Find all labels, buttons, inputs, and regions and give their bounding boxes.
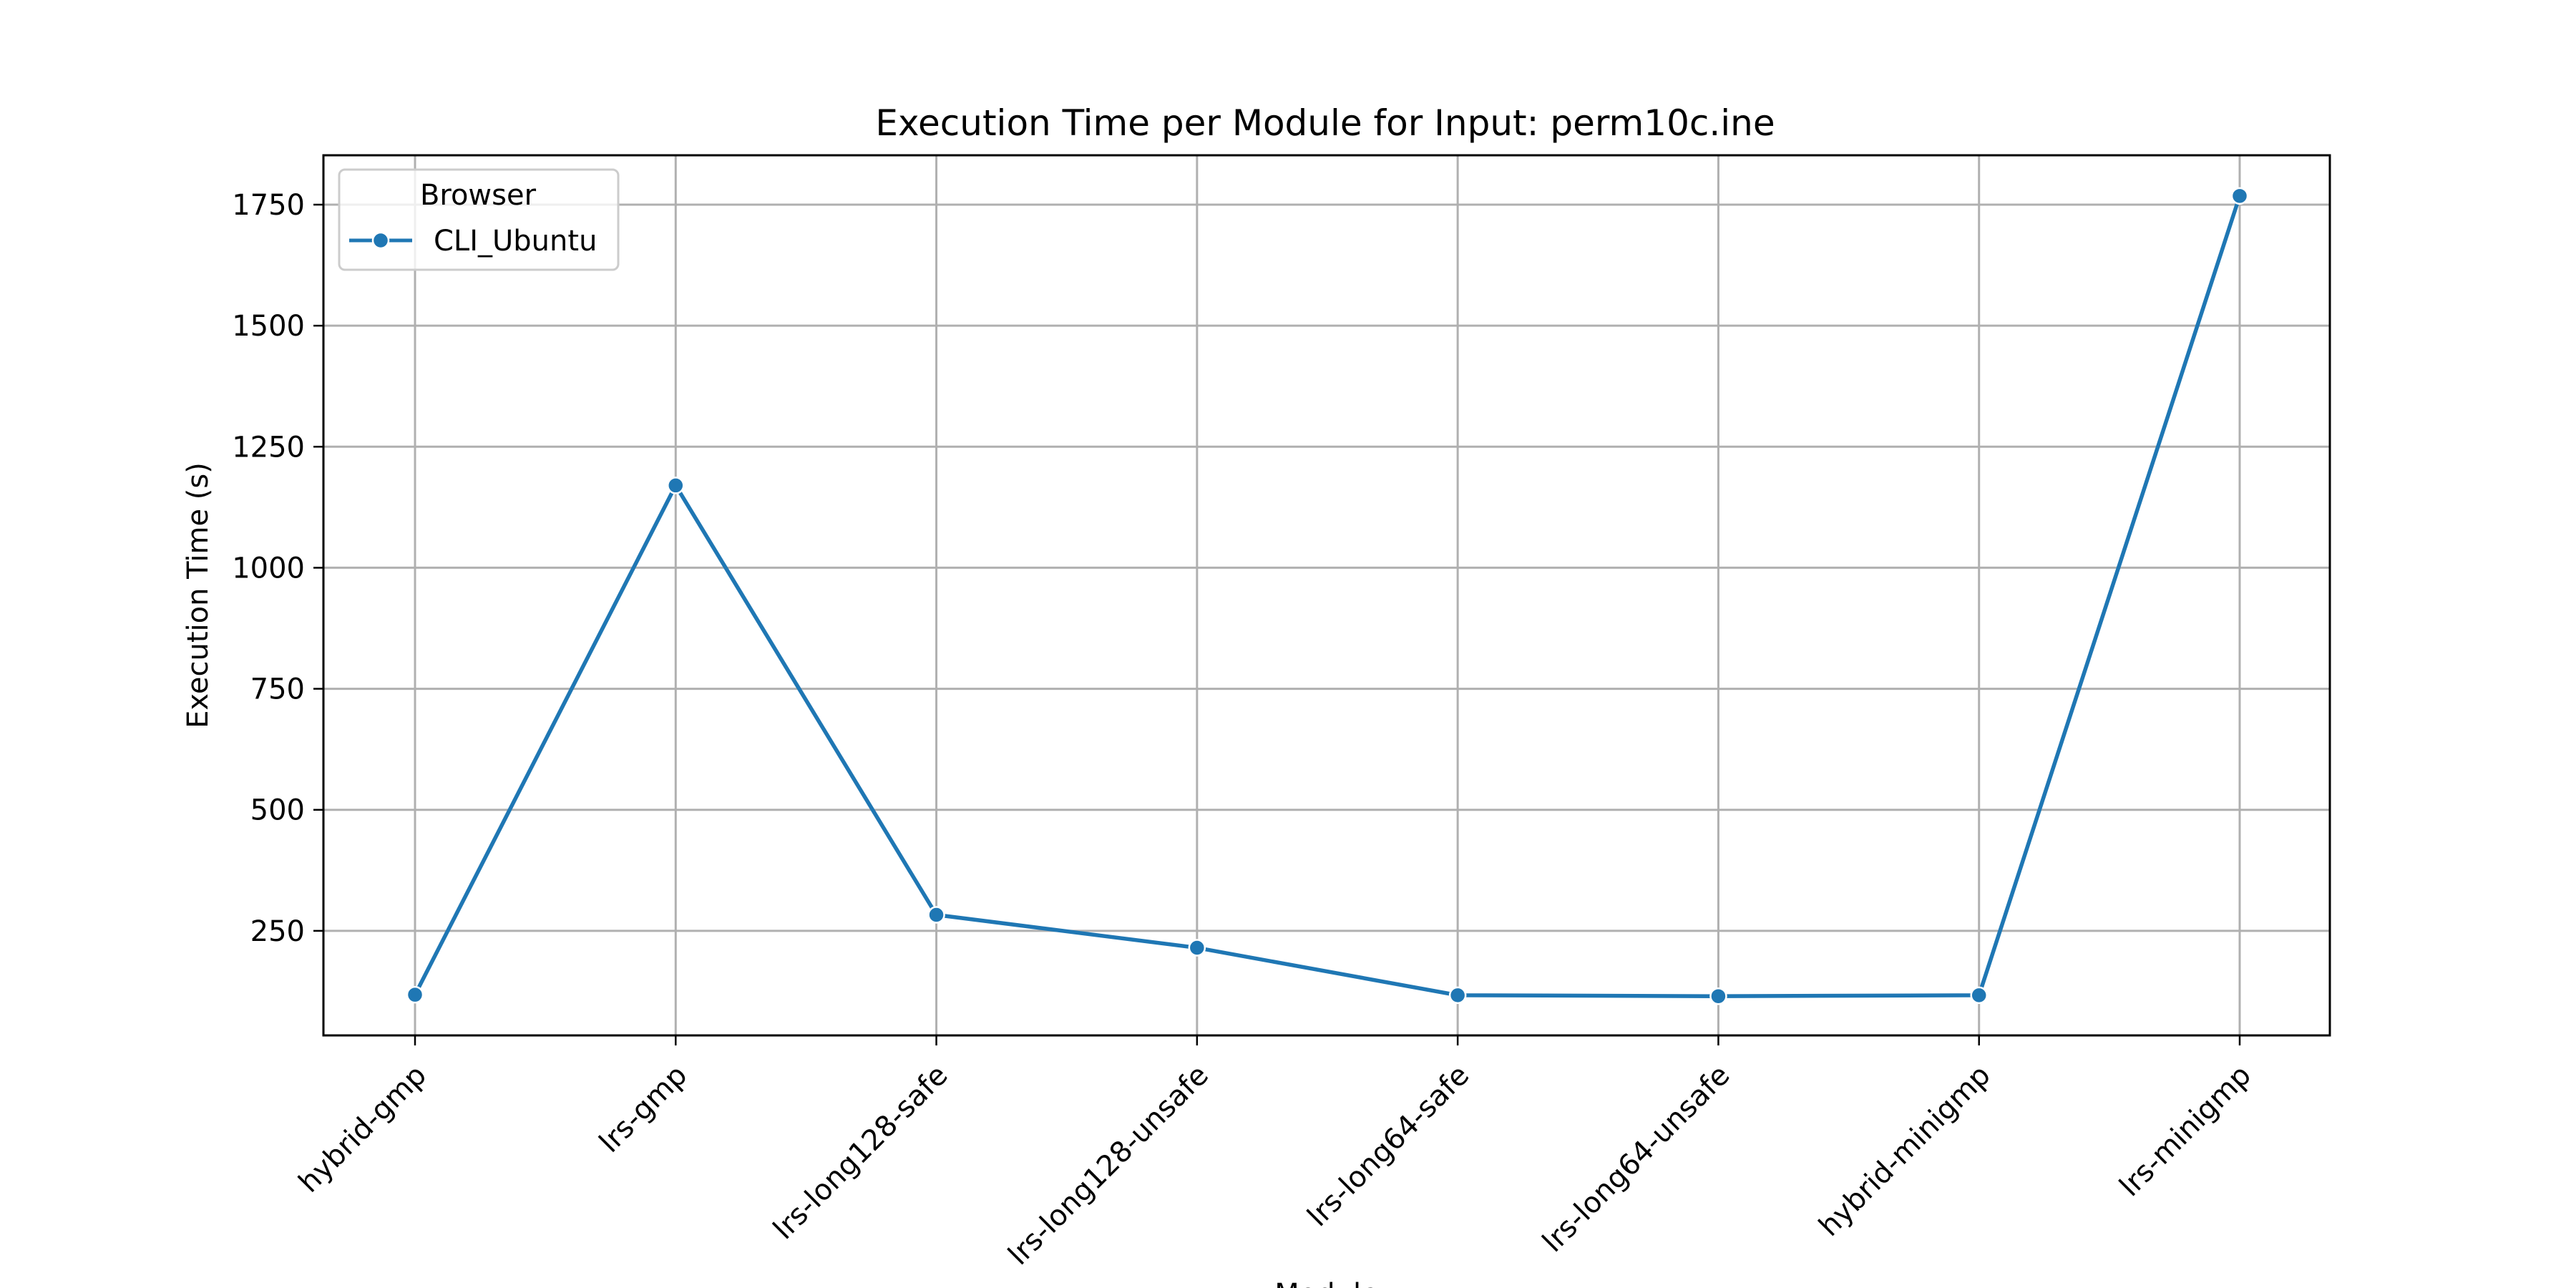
- x-tick-label: lrs-long128-unsafe: [1002, 1059, 1214, 1272]
- x-tick-label: lrs-gmp: [593, 1059, 693, 1159]
- legend-box: [338, 168, 620, 271]
- plot-area-frame: [322, 154, 2331, 1037]
- data-point: [1448, 986, 1467, 1005]
- x-tick-label: lrs-long64-safe: [1302, 1059, 1476, 1234]
- series-layer: [406, 187, 2249, 1005]
- x-tick-label: hybrid-minigmp: [1813, 1059, 1996, 1243]
- x-tick-label: hybrid-gmp: [293, 1059, 433, 1199]
- data-point: [1188, 939, 1206, 957]
- y-tick-label: 250: [250, 915, 305, 948]
- y-tick-label: 500: [250, 794, 305, 827]
- data-point: [1709, 987, 1727, 1005]
- y-tick-label: 1250: [232, 431, 305, 464]
- x-axis-label: Module: [1274, 1278, 1378, 1288]
- axis-ticks: hybrid-gmp lrs-gmp lrs-long128-safe lrs-lon…: [232, 189, 2258, 1272]
- data-point: [1970, 986, 1988, 1005]
- data-point: [2230, 187, 2249, 205]
- y-axis-label: Execution Time (s): [182, 462, 215, 728]
- legend-marker: [371, 231, 390, 250]
- data-point: [406, 985, 424, 1004]
- x-tick-label: lrs-long128-safe: [767, 1059, 955, 1246]
- legend-title: Browser: [420, 179, 537, 212]
- series-line: [413, 195, 2242, 998]
- x-tick-label: lrs-long64-unsafe: [1536, 1059, 1736, 1259]
- y-tick-label: 1500: [232, 310, 305, 343]
- grid-lines: [323, 155, 2330, 1035]
- data-point: [927, 906, 945, 924]
- legend: Browser CLI_Ubuntu: [338, 168, 620, 271]
- chart-title: Execution Time per Module for Input: per…: [875, 102, 1775, 144]
- y-tick-label: 1000: [232, 552, 305, 585]
- y-tick-label: 1750: [232, 189, 305, 222]
- y-tick-label: 750: [250, 673, 305, 706]
- legend-label-cli-ubuntu: CLI_Ubuntu: [434, 225, 597, 258]
- x-tick-label: lrs-minigmp: [2113, 1059, 2258, 1204]
- data-point: [667, 477, 685, 494]
